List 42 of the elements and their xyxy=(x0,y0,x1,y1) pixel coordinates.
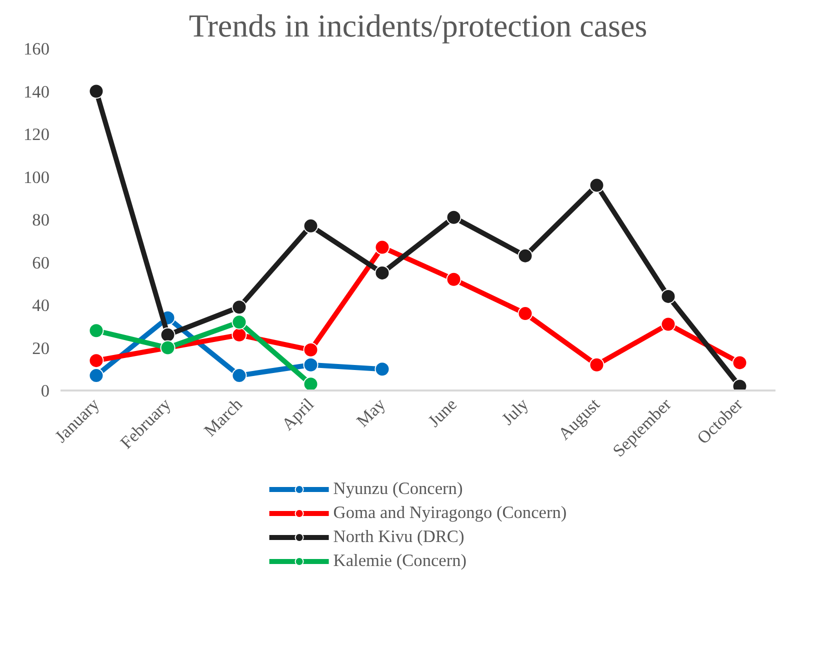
point xyxy=(303,376,318,390)
point xyxy=(732,355,748,370)
x-tick-label: June xyxy=(424,394,461,431)
point xyxy=(446,210,462,225)
point xyxy=(88,323,104,338)
point xyxy=(446,272,462,287)
y-tick-label: 40 xyxy=(32,296,50,315)
point xyxy=(589,178,604,193)
point xyxy=(374,240,390,255)
legend-label: Nyunzu (Concern) xyxy=(333,479,463,499)
y-tick-label: 60 xyxy=(32,253,50,272)
y-tick-label: 20 xyxy=(32,338,50,358)
point xyxy=(589,357,604,372)
y-tick-label: 120 xyxy=(24,125,50,144)
point xyxy=(232,300,247,315)
point xyxy=(88,353,104,368)
point xyxy=(374,265,390,280)
point xyxy=(518,306,533,322)
chart-title: Trends in incidents/protection cases xyxy=(188,8,648,44)
x-tick-label: May xyxy=(353,394,390,431)
x-tick-label: July xyxy=(498,394,532,429)
point xyxy=(660,316,676,332)
y-tick-label: 100 xyxy=(24,168,50,187)
point xyxy=(88,84,104,99)
point xyxy=(303,357,318,372)
y-tick-label: 140 xyxy=(24,82,50,102)
legend-label: Goma and Nyiragongo (Concern) xyxy=(333,503,567,523)
y-tick-label: 160 xyxy=(24,40,50,58)
point xyxy=(303,218,318,234)
point xyxy=(518,248,533,264)
point xyxy=(232,368,247,384)
point xyxy=(374,362,390,377)
legend-label: Kalemie (Concern) xyxy=(333,551,467,571)
point xyxy=(232,314,247,330)
point xyxy=(303,342,318,358)
point xyxy=(660,288,676,304)
y-tick-label: 80 xyxy=(32,210,50,230)
point xyxy=(160,327,176,342)
legend-label: North Kivu (DRC) xyxy=(333,527,464,547)
point xyxy=(232,327,247,342)
point xyxy=(88,368,104,384)
y-tick-label: 0 xyxy=(40,382,50,400)
